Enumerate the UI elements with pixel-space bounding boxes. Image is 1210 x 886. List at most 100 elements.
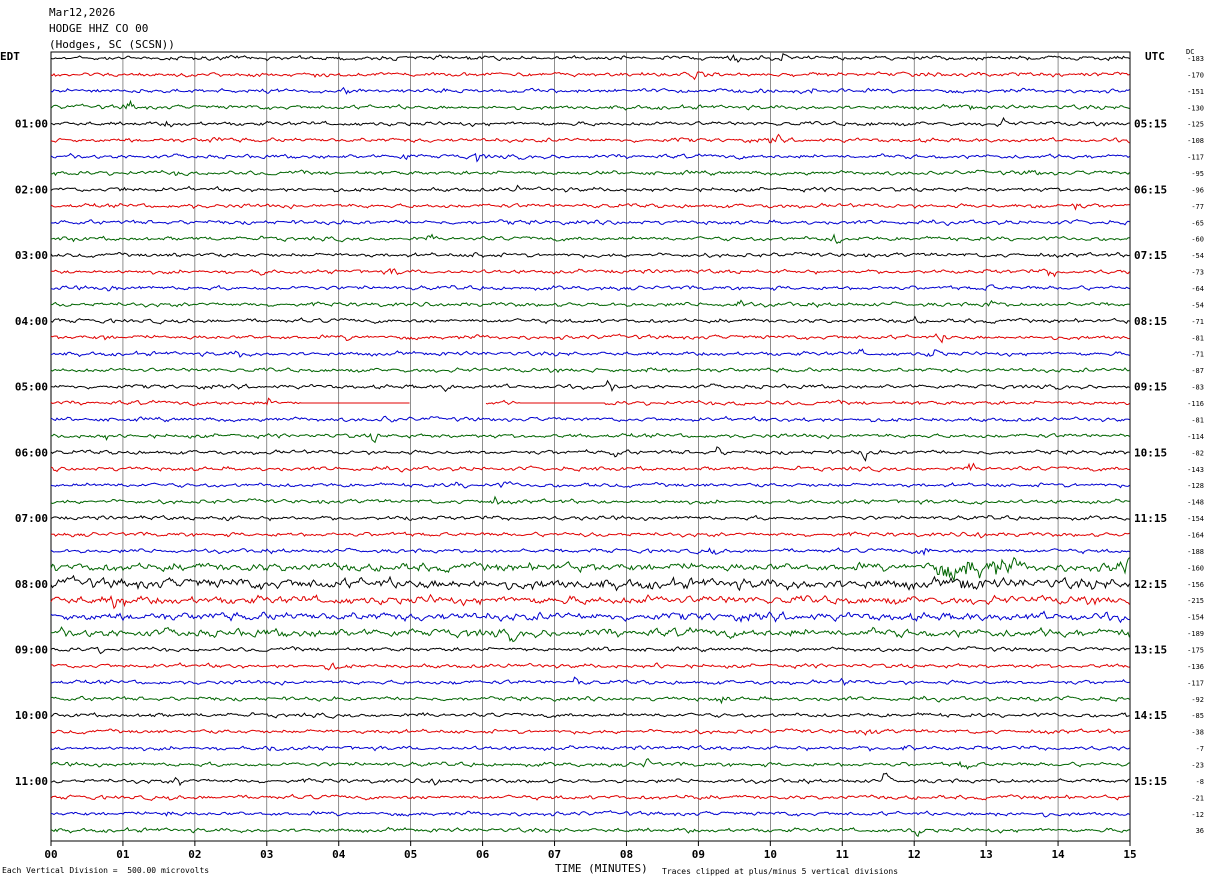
seismic-trace (51, 432, 1130, 444)
dc-offset-label: -175 (1187, 646, 1204, 654)
seismic-trace (50, 446, 1130, 462)
dc-offset-label: -117 (1187, 679, 1204, 687)
left-hour-label: 11:00 (15, 775, 48, 788)
dc-offset-label: -130 (1187, 104, 1204, 112)
seismic-trace (50, 133, 1130, 144)
dc-offset-label: -7 (1196, 745, 1204, 753)
left-hour-label: 03:00 (15, 249, 48, 262)
header-location: (Hodges, SC (SCSN)) (49, 38, 175, 51)
right-hour-label: 11:15 (1134, 512, 1167, 525)
right-hour-label: 07:15 (1134, 249, 1167, 262)
x-tick-label: 05 (404, 848, 417, 861)
dc-offset-label: -65 (1191, 219, 1204, 227)
header-date: Mar12,2026 (49, 6, 116, 19)
seismic-trace (50, 626, 1130, 643)
dc-offset-label: -95 (1191, 170, 1204, 178)
station-header: Mar12,2026 HODGE HHZ CO 00 (Hodges, SC (SC… (49, 5, 175, 53)
seismic-trace (50, 233, 1130, 245)
right-hour-label: 09:15 (1134, 381, 1167, 394)
x-tick-label: 14 (1051, 848, 1065, 861)
right-hour-label: 05:15 (1134, 118, 1167, 131)
right-hour-label: 15:15 (1134, 775, 1167, 788)
dc-offset-label: -96 (1191, 186, 1204, 194)
seismic-trace (50, 480, 1130, 489)
seismic-trace (50, 397, 1130, 407)
dc-offset-label: -156 (1187, 581, 1204, 589)
x-tick-label: 09 (692, 848, 705, 861)
seismic-trace (50, 711, 1130, 719)
dc-offset-label: -81 (1191, 334, 1204, 342)
left-hour-label: 06:00 (15, 446, 48, 459)
dc-offset-label: -77 (1191, 203, 1204, 211)
seismic-trace (50, 826, 1130, 838)
dc-offset-label: -21 (1191, 794, 1204, 802)
seismic-trace (50, 116, 1130, 128)
left-hour-label: 04:00 (15, 315, 48, 328)
seismic-trace (50, 299, 1130, 308)
seismic-trace (50, 99, 1130, 111)
dc-offset-label: -116 (1187, 400, 1204, 408)
dc-offset-label: -83 (1191, 384, 1204, 392)
dc-offset-label: -128 (1187, 482, 1204, 490)
seismic-trace (50, 809, 1130, 818)
seismic-trace (50, 284, 1130, 292)
seismic-trace (50, 556, 1130, 583)
x-axis-label: TIME (MINUTES) (555, 862, 648, 875)
right-hour-label: 12:15 (1134, 578, 1167, 591)
dc-offset-label: -85 (1191, 712, 1204, 720)
seismic-trace (50, 86, 1130, 95)
dc-offset-label: -54 (1191, 252, 1204, 260)
x-tick-label: 02 (188, 848, 201, 861)
seismic-trace (50, 251, 1130, 259)
seismic-trace (50, 53, 1130, 63)
left-hour-label: 05:00 (15, 381, 48, 394)
x-tick-label: 13 (980, 848, 993, 861)
seismic-trace (50, 728, 1130, 736)
seismic-trace (50, 646, 1130, 655)
left-hour-label: 10:00 (15, 709, 48, 722)
x-tick-label: 06 (476, 848, 490, 861)
seismic-trace (50, 495, 1130, 506)
dc-offset-label: -117 (1187, 154, 1204, 162)
seismic-trace (50, 772, 1130, 787)
dc-offset-label: -12 (1191, 811, 1204, 819)
dc-offset-label: -92 (1191, 696, 1204, 704)
left-hour-label: 08:00 (15, 578, 48, 591)
right-hour-label: 06:15 (1134, 183, 1167, 196)
seismic-trace (50, 367, 1130, 374)
seismic-trace (50, 152, 1130, 163)
dc-offset-label: -215 (1187, 597, 1204, 605)
dc-offset-label: -154 (1187, 614, 1204, 622)
left-hour-label: 07:00 (15, 512, 48, 525)
right-hour-label: 10:15 (1134, 446, 1167, 459)
dc-offset-label: -81 (1191, 416, 1204, 424)
x-tick-label: 01 (116, 848, 130, 861)
seismic-trace (50, 219, 1130, 227)
seismic-trace (50, 169, 1130, 177)
right-hour-label: 14:15 (1134, 709, 1167, 722)
seismic-trace (50, 695, 1130, 705)
seismic-trace (50, 202, 1130, 211)
x-tick-label: 03 (260, 848, 273, 861)
left-hour-label: 01:00 (15, 118, 48, 131)
dc-offset-label: -183 (1187, 55, 1204, 63)
x-tick-label: 15 (1123, 848, 1136, 861)
x-tick-label: 11 (836, 848, 850, 861)
dc-offset-label: -71 (1191, 318, 1204, 326)
dc-offset-label: -114 (1187, 433, 1204, 441)
x-tick-label: 04 (332, 848, 346, 861)
dc-offset-label: -143 (1187, 466, 1204, 474)
dc-offset-label: -125 (1187, 121, 1204, 129)
dc-offset-label: -8 (1196, 778, 1204, 786)
seismic-trace (50, 514, 1130, 522)
right-hour-label: 08:15 (1134, 315, 1167, 328)
seismic-trace (50, 415, 1130, 423)
seismic-trace (50, 662, 1130, 671)
dc-offset-label: -54 (1191, 301, 1204, 309)
dc-label: DC (1186, 48, 1195, 56)
dc-offset-label: -188 (1187, 548, 1204, 556)
seismic-trace (50, 71, 1130, 81)
seismic-trace (50, 758, 1130, 770)
right-hour-label: 13:15 (1134, 643, 1167, 656)
